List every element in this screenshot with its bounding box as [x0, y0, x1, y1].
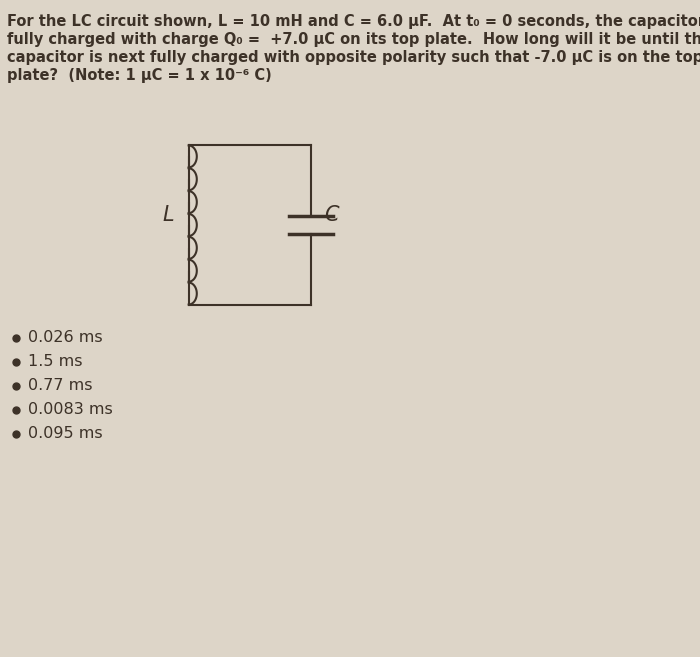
Text: fully charged with charge Q₀ =  +7.0 μC on its top plate.  How long will it be u: fully charged with charge Q₀ = +7.0 μC o… [8, 32, 700, 47]
Text: L: L [162, 205, 174, 225]
Text: 0.095 ms: 0.095 ms [28, 426, 103, 442]
Text: 1.5 ms: 1.5 ms [28, 355, 83, 369]
Text: 0.026 ms: 0.026 ms [28, 330, 103, 346]
Text: plate?  (Note: 1 μC = 1 x 10⁻⁶ C): plate? (Note: 1 μC = 1 x 10⁻⁶ C) [8, 68, 272, 83]
Text: capacitor is next fully charged with opposite polarity such that -7.0 μC is on t: capacitor is next fully charged with opp… [8, 50, 700, 65]
Text: 0.0083 ms: 0.0083 ms [28, 403, 113, 417]
Text: 0.77 ms: 0.77 ms [28, 378, 92, 394]
Text: C: C [324, 205, 339, 225]
Text: For the LC circuit shown, L = 10 mH and C = 6.0 μF.  At t₀ = 0 seconds, the capa: For the LC circuit shown, L = 10 mH and … [8, 14, 700, 29]
